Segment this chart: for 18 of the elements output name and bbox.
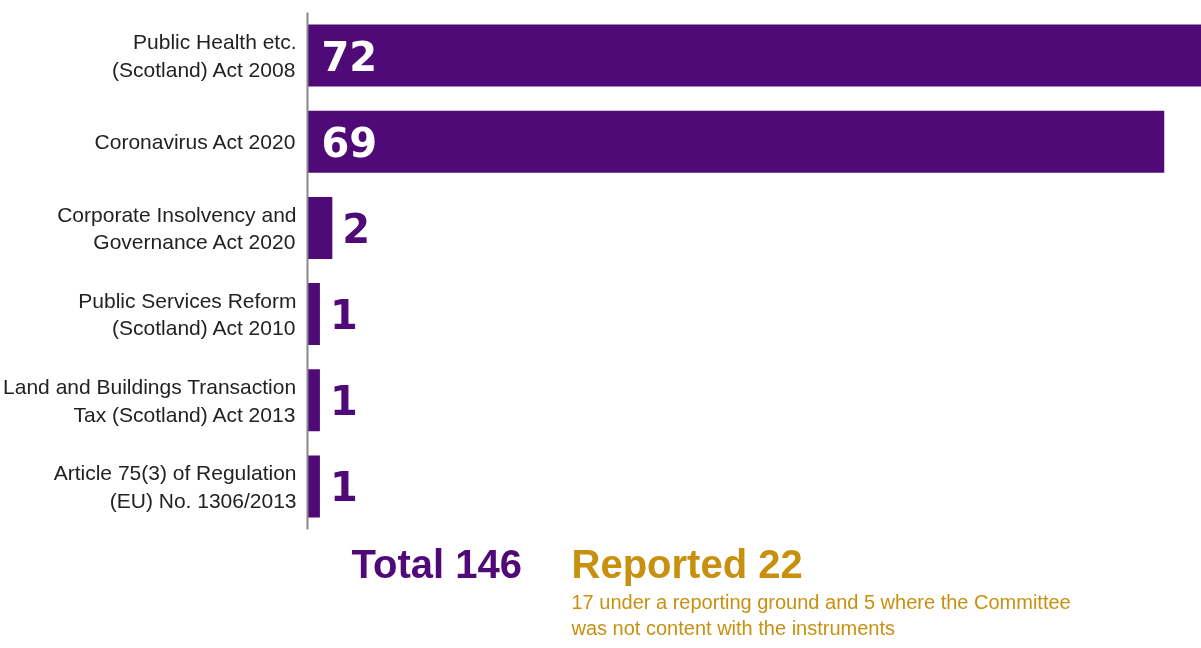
data-label: 1 <box>329 464 358 511</box>
text: 17 under a reporting ground and 5 where the Committee was not content with the instruments <box>570 590 1071 639</box>
bar <box>307 110 1165 173</box>
y-tick-label: Land and Buildings Transaction Tax (Scotland) Act 2013 <box>3 374 297 426</box>
data-label: 1 <box>329 378 358 425</box>
data-label: 72 <box>321 33 378 80</box>
y-tick-label: Coronavirus Act 2020 <box>94 130 296 154</box>
y-tick-label: Public Services Reform (Scotland) Act 2010 <box>78 288 297 340</box>
text: Reported 22 <box>571 541 803 586</box>
y-tick-label: Article 75(3) of Regulation (EU) No. 1306/2013 <box>53 461 297 512</box>
data-label: 69 <box>321 119 378 166</box>
y-tick-label: Public Health etc. (Scotland) Act 2008 <box>112 30 297 81</box>
y-tick-label: Corporate Insolvency and Governance Act 2020 <box>57 202 297 254</box>
data-label: 1 <box>329 292 358 339</box>
data-label: 2 <box>342 205 371 252</box>
bar <box>307 24 1201 87</box>
bar <box>307 196 333 259</box>
text: Total 146 <box>351 541 522 586</box>
